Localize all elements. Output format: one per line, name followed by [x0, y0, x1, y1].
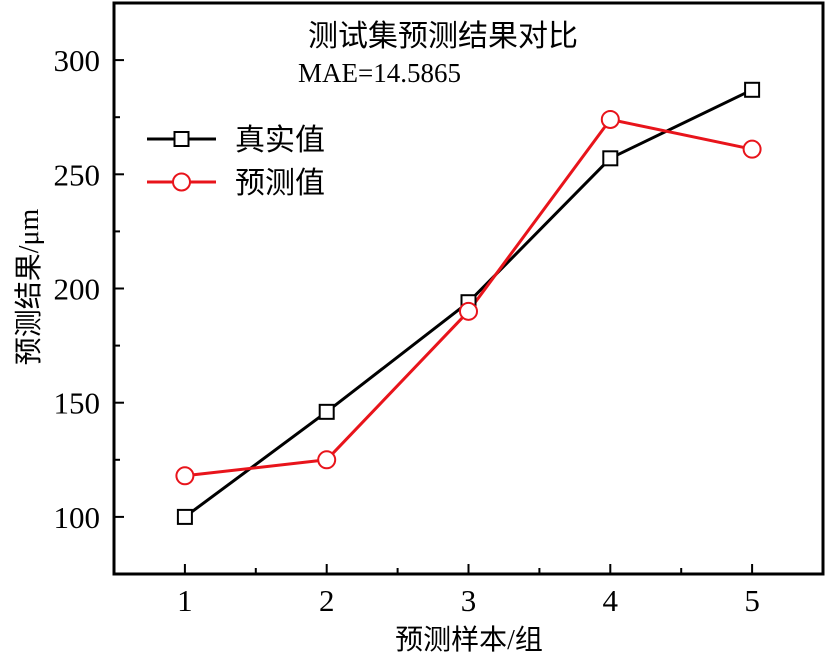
y-tick-label: 100 [54, 500, 101, 535]
x-axis-label: 预测样本/组 [395, 624, 543, 656]
data-point-series-1 [744, 81, 761, 98]
data-point-series-1 [318, 403, 335, 420]
x-tick-label: 5 [744, 583, 760, 618]
data-point-series-1 [176, 508, 193, 525]
y-tick-label: 150 [54, 386, 101, 421]
data-point-series-2 [742, 139, 762, 159]
y-tick-label: 200 [54, 272, 101, 307]
x-tick-label: 2 [319, 583, 335, 618]
chart-subtitle: MAE=14.5865 [298, 58, 461, 88]
legend-marker [172, 172, 191, 192]
data-point-series-2 [317, 450, 337, 470]
y-tick-label: 250 [54, 157, 101, 192]
data-point-series-2 [600, 109, 620, 129]
y-tick-label: 300 [54, 43, 101, 78]
legend-label: 预测值 [235, 167, 325, 200]
x-tick-label: 4 [603, 583, 619, 618]
x-tick-label: 1 [177, 583, 193, 618]
axis-ticks [114, 2, 754, 575]
data-point-series-1 [602, 150, 619, 167]
y-tick-labels: 100 150 200 250 300 [54, 43, 101, 535]
legend-marker [173, 131, 190, 147]
data-point-series-2 [459, 301, 478, 321]
chart-title: 测试集预测结果对比 [308, 20, 578, 53]
x-tick-labels: 1 2 3 4 5 [177, 583, 760, 618]
data-point-series-2 [175, 466, 195, 486]
plot-frame [112, 1, 825, 576]
y-axis-label: 预测结果/μm [13, 208, 45, 365]
series-layer [175, 81, 762, 525]
legend-label: 真实值 [235, 124, 325, 157]
x-tick-label: 3 [461, 583, 477, 618]
